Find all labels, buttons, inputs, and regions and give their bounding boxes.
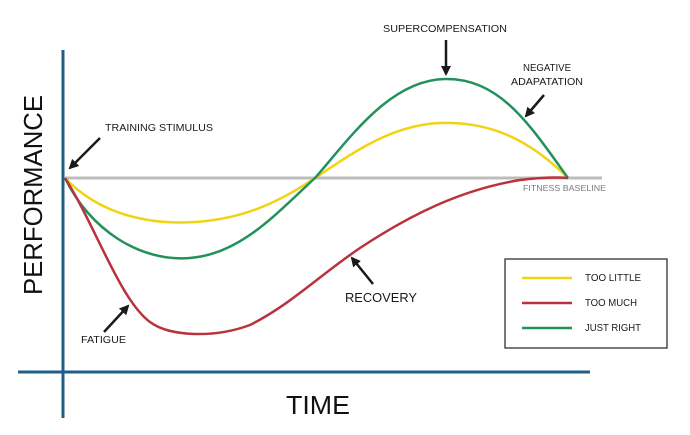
too-little-curve [64,121,569,224]
fatigue-arrow [103,304,130,333]
x-axis-title: TIME [286,390,350,420]
negative-adaptation-label-line2: ADAPATATION [511,77,583,88]
legend-label-too-much: TOO MUCH [585,298,637,309]
just-right-curve [63,77,570,260]
too-much-curve [63,176,569,336]
negative-adaptation-arrow [524,94,545,118]
training-stimulus-arrow [68,137,101,170]
legend-label-too-little: TOO LITTLE [585,273,641,284]
y-axis-title: PERFORMANCE [18,95,48,295]
fatigue-label: FATIGUE [81,335,126,346]
legend-label-just-right: JUST RIGHT [585,323,641,334]
supercompensation-label: SUPERCOMPENSATION [383,24,507,35]
recovery-label: RECOVERY [345,290,417,305]
recovery-arrow [350,256,374,285]
fitness-baseline-label: FITNESS BASELINE [523,184,606,193]
training-stimulus-label: TRAINING STIMULUS [105,123,213,134]
negative-adaptation-label-line1: NEGATIVE [523,63,571,74]
legend: TOO LITTLE TOO MUCH JUST RIGHT [504,258,668,349]
